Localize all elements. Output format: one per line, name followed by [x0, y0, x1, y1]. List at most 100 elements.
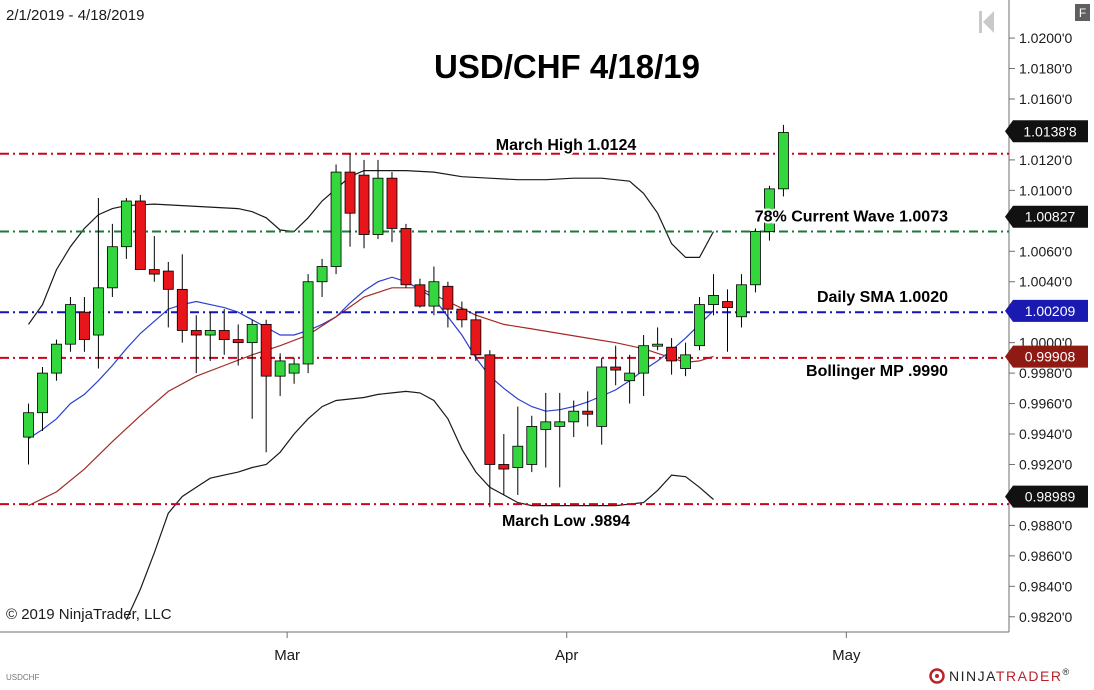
candle	[694, 296, 705, 351]
level-label: Daily SMA 1.0020	[817, 289, 948, 306]
candle-body	[51, 343, 62, 374]
candle-body	[624, 372, 636, 382]
price-marker: 0.98989	[1005, 485, 1088, 508]
candle-body	[330, 171, 342, 267]
candle-body	[400, 228, 412, 286]
candle	[274, 353, 286, 396]
level-labels: March High 1.0124 78% Current Wave 1.0073…	[494, 135, 950, 532]
x-tick-label: May	[832, 647, 861, 664]
candle	[288, 357, 300, 384]
candle	[344, 153, 356, 247]
candle	[148, 236, 160, 282]
candle-body	[484, 354, 496, 465]
level-label: Bollinger MP .9990	[806, 363, 948, 380]
y-tick-label: 1.0180'0	[1019, 61, 1072, 77]
copyright-note: © 2019 NinjaTrader, LLC	[6, 606, 172, 623]
candle-body	[372, 177, 384, 235]
candle	[330, 164, 342, 275]
candle	[750, 228, 761, 293]
ninjatrader-logo-icon	[929, 668, 945, 684]
candle	[65, 296, 76, 352]
candle-body	[162, 270, 174, 290]
price-marker-box	[1005, 120, 1088, 143]
candle	[120, 197, 132, 259]
candle	[652, 327, 663, 351]
candle-body	[526, 426, 538, 465]
candle-body	[302, 281, 314, 365]
panel-f-button[interactable]: F	[1075, 4, 1090, 21]
candle-body	[176, 288, 188, 331]
candle	[176, 254, 188, 343]
level-label: March Low .9894	[502, 513, 630, 530]
candles	[23, 124, 789, 508]
candle	[218, 309, 230, 355]
candle	[190, 315, 202, 374]
candle-body	[274, 360, 286, 377]
candle	[526, 415, 538, 473]
candle	[386, 172, 398, 243]
price-marker-label: 0.98989	[1025, 489, 1076, 505]
candle	[93, 197, 104, 369]
candle	[162, 261, 174, 328]
candle-body	[37, 372, 48, 414]
candle-body	[134, 200, 146, 270]
candle	[610, 345, 622, 386]
candle-body	[638, 345, 650, 374]
y-tick-label: 0.9880'0	[1019, 517, 1072, 533]
price-marker-label: 0.99908	[1025, 349, 1076, 365]
candle-body	[554, 421, 566, 427]
candle	[484, 350, 496, 508]
candle-body	[652, 343, 663, 347]
trend-ma-line	[28, 287, 714, 507]
candle-body	[246, 323, 258, 344]
candle	[372, 159, 384, 240]
candle-body	[414, 284, 426, 307]
horizontal-levels	[0, 152, 1009, 506]
candle-body	[764, 188, 775, 232]
candle-body	[750, 231, 761, 286]
candle	[260, 319, 272, 453]
svg-text:NINJATRADER®: NINJATRADER®	[949, 667, 1071, 684]
candle-body	[582, 410, 594, 415]
candle	[106, 223, 118, 297]
candle-body	[148, 269, 160, 275]
y-tick-label: 0.9980'0	[1019, 365, 1072, 381]
price-marker-label: 1.00209	[1025, 303, 1076, 319]
y-tick-label: 0.9860'0	[1019, 548, 1072, 564]
date-range: 2/1/2019 - 4/18/2019	[6, 7, 144, 24]
candle-body	[120, 200, 132, 248]
brand-mark: ®	[1062, 667, 1070, 677]
candle	[51, 339, 62, 381]
candle-body	[722, 301, 733, 309]
candle-body	[358, 174, 370, 235]
candle	[512, 406, 524, 495]
candle-body	[190, 330, 202, 336]
y-tick-label: 0.9940'0	[1019, 426, 1072, 442]
candle	[736, 274, 747, 328]
price-markers: 1.0138'8 1.00827 1.00209 0.99908 0.98989	[1005, 120, 1088, 508]
candle	[79, 296, 90, 352]
x-axis-ticks: Mar Apr May	[274, 632, 861, 664]
candle-body	[204, 330, 216, 336]
collapse-panel-icon[interactable]	[979, 11, 994, 33]
candle	[302, 274, 314, 374]
candle	[582, 391, 594, 427]
chart-title: USD/CHF 4/18/19	[434, 48, 700, 85]
level-label: 78% Current Wave 1.0073	[755, 208, 948, 225]
price-marker-box	[1005, 205, 1088, 228]
candle	[624, 354, 636, 404]
candle	[680, 342, 691, 377]
candle-body	[65, 304, 76, 345]
y-tick-label: 1.0040'0	[1019, 274, 1072, 290]
candle	[568, 400, 580, 438]
ninjatrader-logo: NINJATRADER®	[929, 667, 1071, 684]
candle-body	[666, 346, 677, 362]
price-marker: 1.00827	[1005, 205, 1088, 228]
candle	[316, 258, 328, 297]
candle	[204, 312, 216, 361]
candle	[540, 392, 552, 468]
price-marker: 1.00209	[1005, 299, 1088, 322]
candle	[358, 159, 370, 249]
